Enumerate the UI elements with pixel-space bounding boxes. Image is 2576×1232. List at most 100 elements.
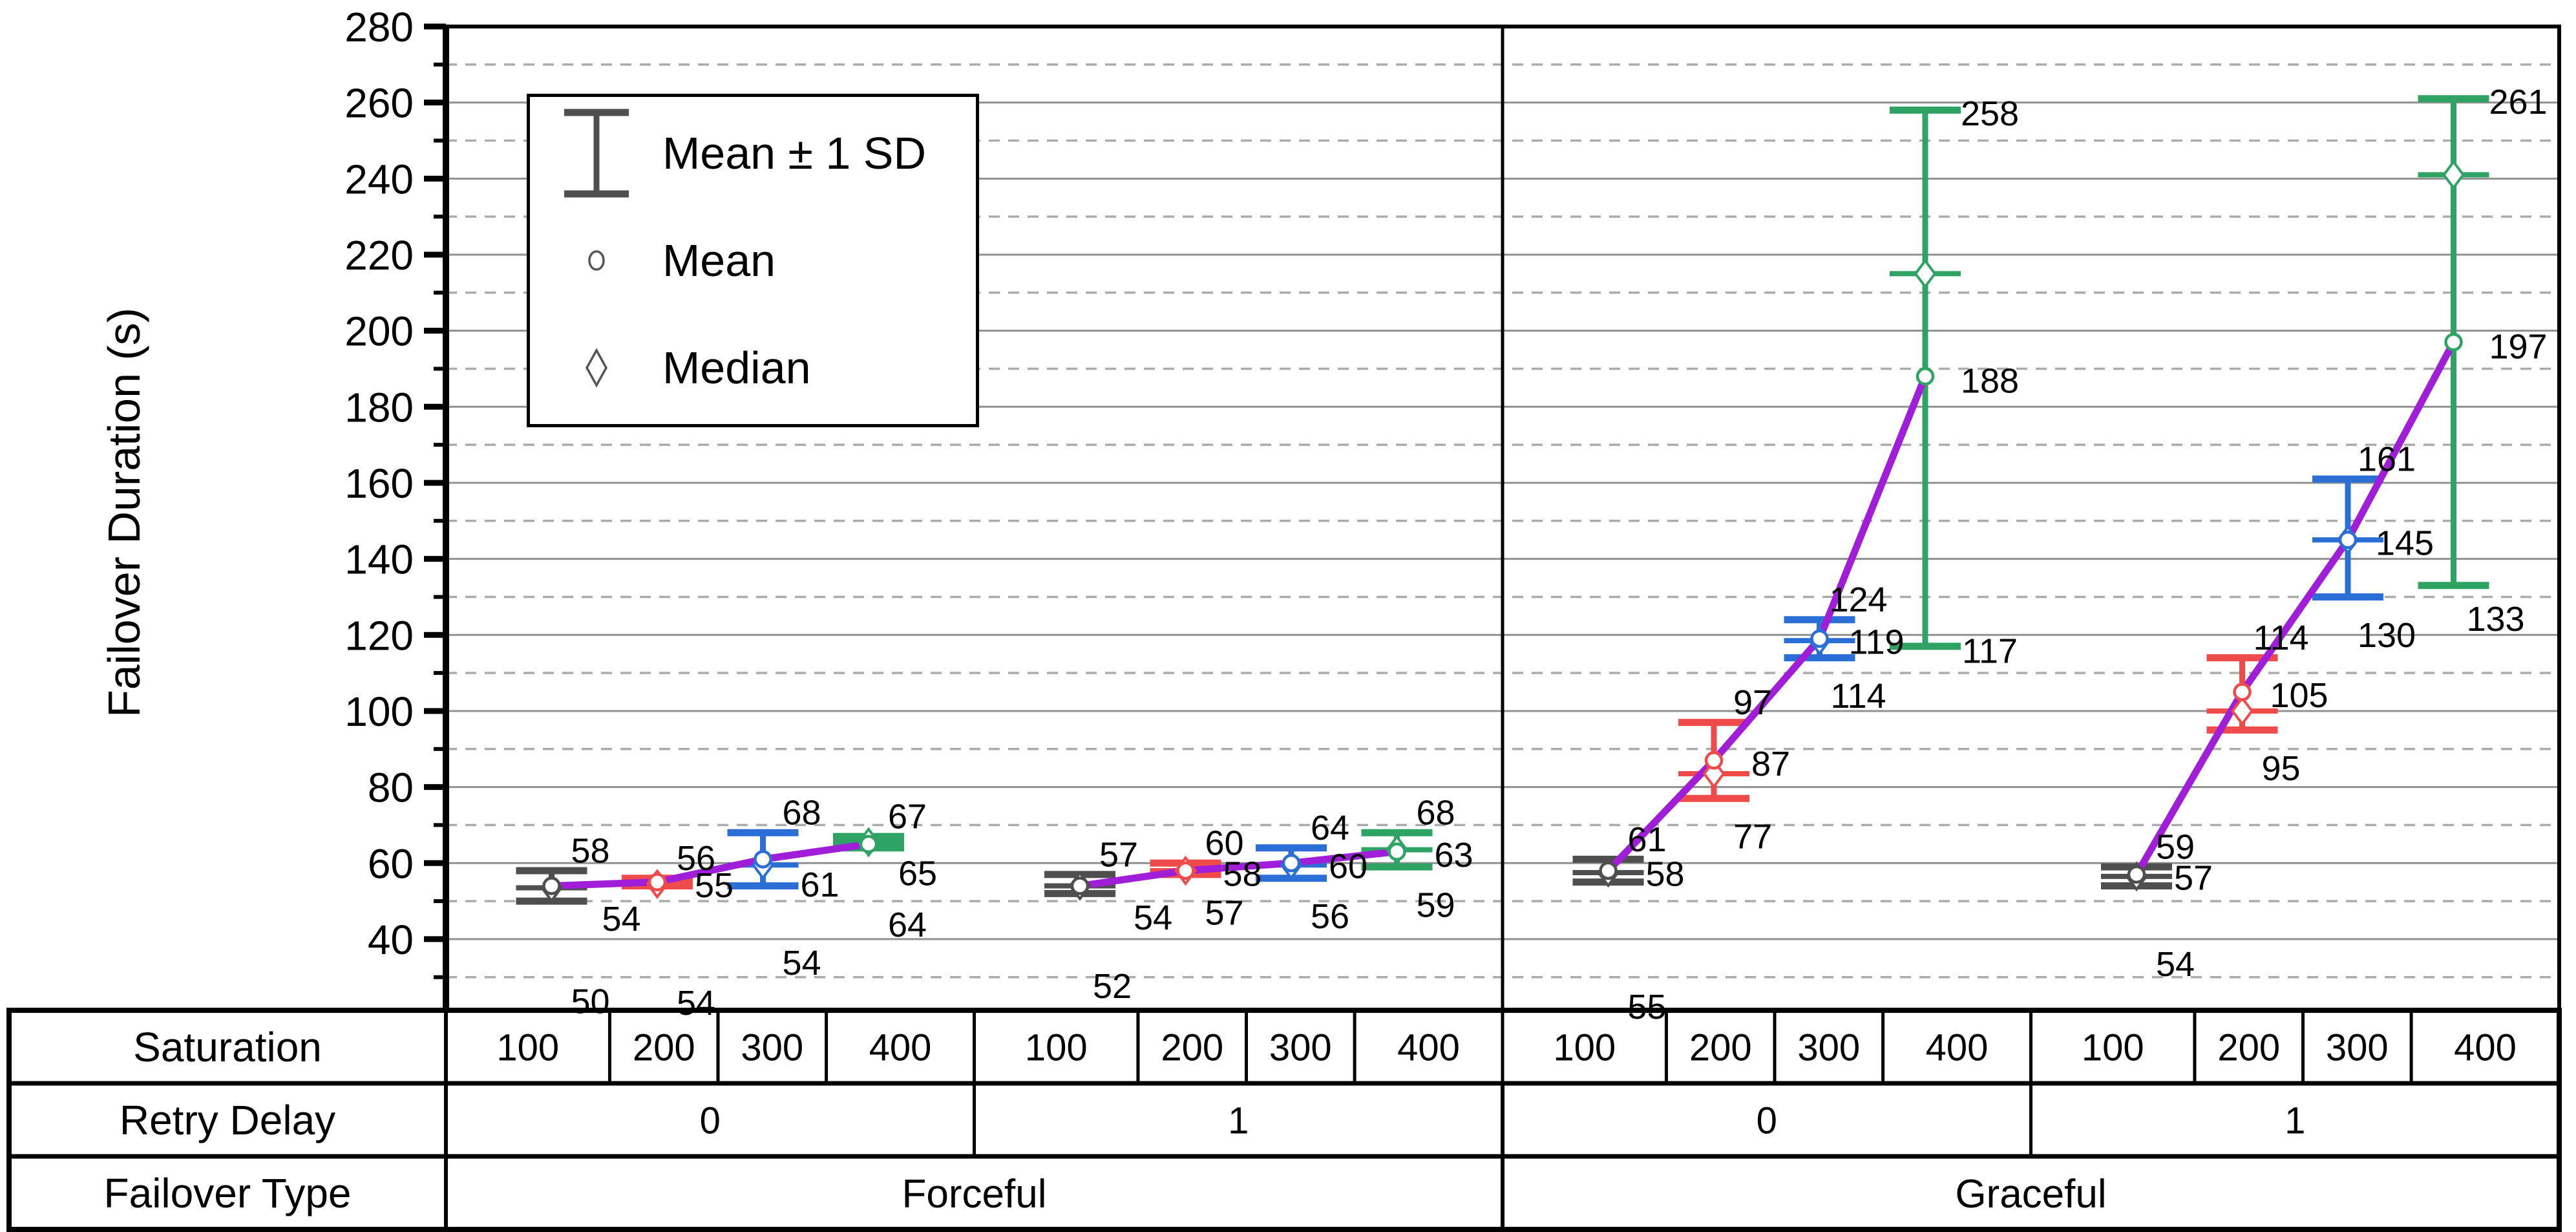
median-diamond: [1914, 259, 1937, 289]
median-diamond: [2231, 696, 2254, 727]
legend-row-median: Median: [530, 317, 976, 419]
markers-graceful-1: [2125, 160, 2465, 892]
markers-graceful-0: [1597, 259, 1937, 888]
y-tick-label: 220: [344, 232, 414, 279]
data-label-sd-high: 61: [1627, 820, 1666, 859]
mean-circle: [1704, 751, 1724, 770]
y-tick-labels: 40 60 80 100 120 140 160 180 200 220 240 260 280: [344, 4, 414, 963]
data-label-mean: 145: [2376, 524, 2434, 563]
saturation-value: 100: [1025, 1026, 1088, 1068]
y-tick-label: 40: [368, 917, 414, 963]
mean-circle: [859, 834, 878, 854]
data-label-sd-high: 261: [2489, 83, 2547, 122]
mean-circle: [1916, 366, 1935, 386]
table-header-retry-delay: Retry Delay: [119, 1096, 336, 1143]
data-label-mean: 87: [1751, 745, 1790, 783]
retry-delay-value: 0: [1757, 1099, 1777, 1142]
data-label-sd-low: 130: [2358, 616, 2416, 655]
data-label-sd-low: 55: [1627, 988, 1666, 1026]
data-label-sd-high: 124: [1829, 580, 1887, 619]
saturation-value: 100: [1553, 1026, 1616, 1068]
markers-forceful-0: [540, 827, 880, 903]
legend-row-sd: Mean ± 1 SD: [530, 102, 976, 204]
mean-circle: [2233, 683, 2252, 701]
retry-delay-value: 1: [1228, 1099, 1249, 1142]
median-diamond-icon: [530, 345, 662, 390]
markers-forceful-1: [1068, 834, 1408, 901]
data-label-sd-high: 59: [2156, 828, 2195, 867]
data-label-sd-high: 57: [1099, 835, 1138, 874]
mean-circle: [2338, 530, 2358, 549]
data-label-mean: 188: [1961, 362, 2019, 401]
saturation-value: 400: [1397, 1026, 1460, 1068]
data-label-mean: 54: [1134, 898, 1172, 937]
error-bar-icon: [530, 105, 662, 202]
legend-label-sd: Mean ± 1 SD: [662, 128, 927, 178]
saturation-value: 200: [2217, 1026, 2280, 1068]
y-tick-label: 160: [344, 460, 414, 507]
mean-circle: [1599, 861, 1618, 880]
saturation-value: 200: [633, 1026, 695, 1068]
saturation-value: 200: [1161, 1026, 1223, 1068]
saturation-value: 200: [1689, 1026, 1752, 1068]
data-label-sd-low: 54: [782, 944, 821, 982]
y-tick-label: 280: [344, 4, 414, 50]
legend: Mean ± 1 SD Mean Median: [527, 94, 979, 427]
saturation-value: 100: [496, 1026, 559, 1068]
saturation-value: 300: [1797, 1026, 1860, 1068]
legend-label-mean: Mean: [662, 235, 776, 286]
data-label-mean: 105: [2270, 676, 2328, 715]
data-label-mean: 119: [1848, 623, 1904, 662]
data-label-sd-low: 64: [888, 906, 927, 944]
y-tick-label: 180: [344, 384, 414, 430]
y-tick-label: 120: [344, 612, 414, 659]
data-label-sd-low: 54: [677, 984, 715, 1023]
y-tick-label: 80: [368, 765, 414, 811]
data-label-sd-low: 117: [1962, 632, 2018, 670]
data-label-sd-low: 77: [1733, 818, 1772, 856]
table-header-failover-type: Failover Type: [103, 1169, 352, 1216]
table-header-saturation: Saturation: [133, 1023, 322, 1070]
y-tick-label: 200: [344, 308, 414, 355]
y-axis-ticks: [424, 23, 446, 979]
saturation-value: 100: [2082, 1026, 2144, 1068]
retry-delay-value: 1: [2285, 1099, 2305, 1142]
mean-circle: [1388, 842, 1406, 861]
retry-delay-value: 0: [700, 1099, 721, 1142]
data-label-mean: 61: [800, 866, 839, 904]
data-label-sd-low: 114: [1830, 677, 1886, 716]
mean-circle: [1810, 629, 1829, 648]
data-label-mean: 63: [1434, 836, 1473, 875]
data-label-sd-low: 56: [1311, 897, 1349, 936]
legend-row-mean: Mean: [530, 209, 976, 312]
median-diamond: [2442, 160, 2465, 190]
data-label-sd-high: 68: [1416, 794, 1455, 833]
data-label-sd-low: 52: [1093, 967, 1132, 1006]
mean-line-forceful-1: [1079, 848, 1398, 890]
saturation-value: 300: [1269, 1026, 1332, 1068]
saturation-value: 400: [1926, 1026, 1989, 1068]
failover-type-value: Forceful: [902, 1172, 1047, 1216]
data-label-mean: 55: [695, 866, 734, 905]
data-label-sd-low: 50: [571, 982, 609, 1021]
data-label-sd-high: 68: [782, 794, 821, 833]
saturation-value: 300: [2326, 1026, 2389, 1068]
data-label-mean: 58: [1223, 855, 1262, 893]
data-label-sd-low: 95: [2261, 749, 2300, 788]
data-label-sd-low: 59: [1416, 886, 1455, 925]
mean-line-forceful-0: [551, 840, 869, 890]
data-label-mean: 65: [898, 854, 937, 893]
y-tick-label: 100: [344, 688, 414, 735]
data-label-sd-high: 114: [2253, 619, 2308, 657]
mean-circle: [1070, 876, 1090, 895]
y-tick-label: 240: [344, 156, 414, 202]
mean-circle: [648, 873, 667, 891]
data-label-sd-high: 56: [677, 839, 715, 878]
mean-circle-icon: [530, 241, 662, 280]
data-label-sd-low: 54: [2156, 945, 2195, 984]
